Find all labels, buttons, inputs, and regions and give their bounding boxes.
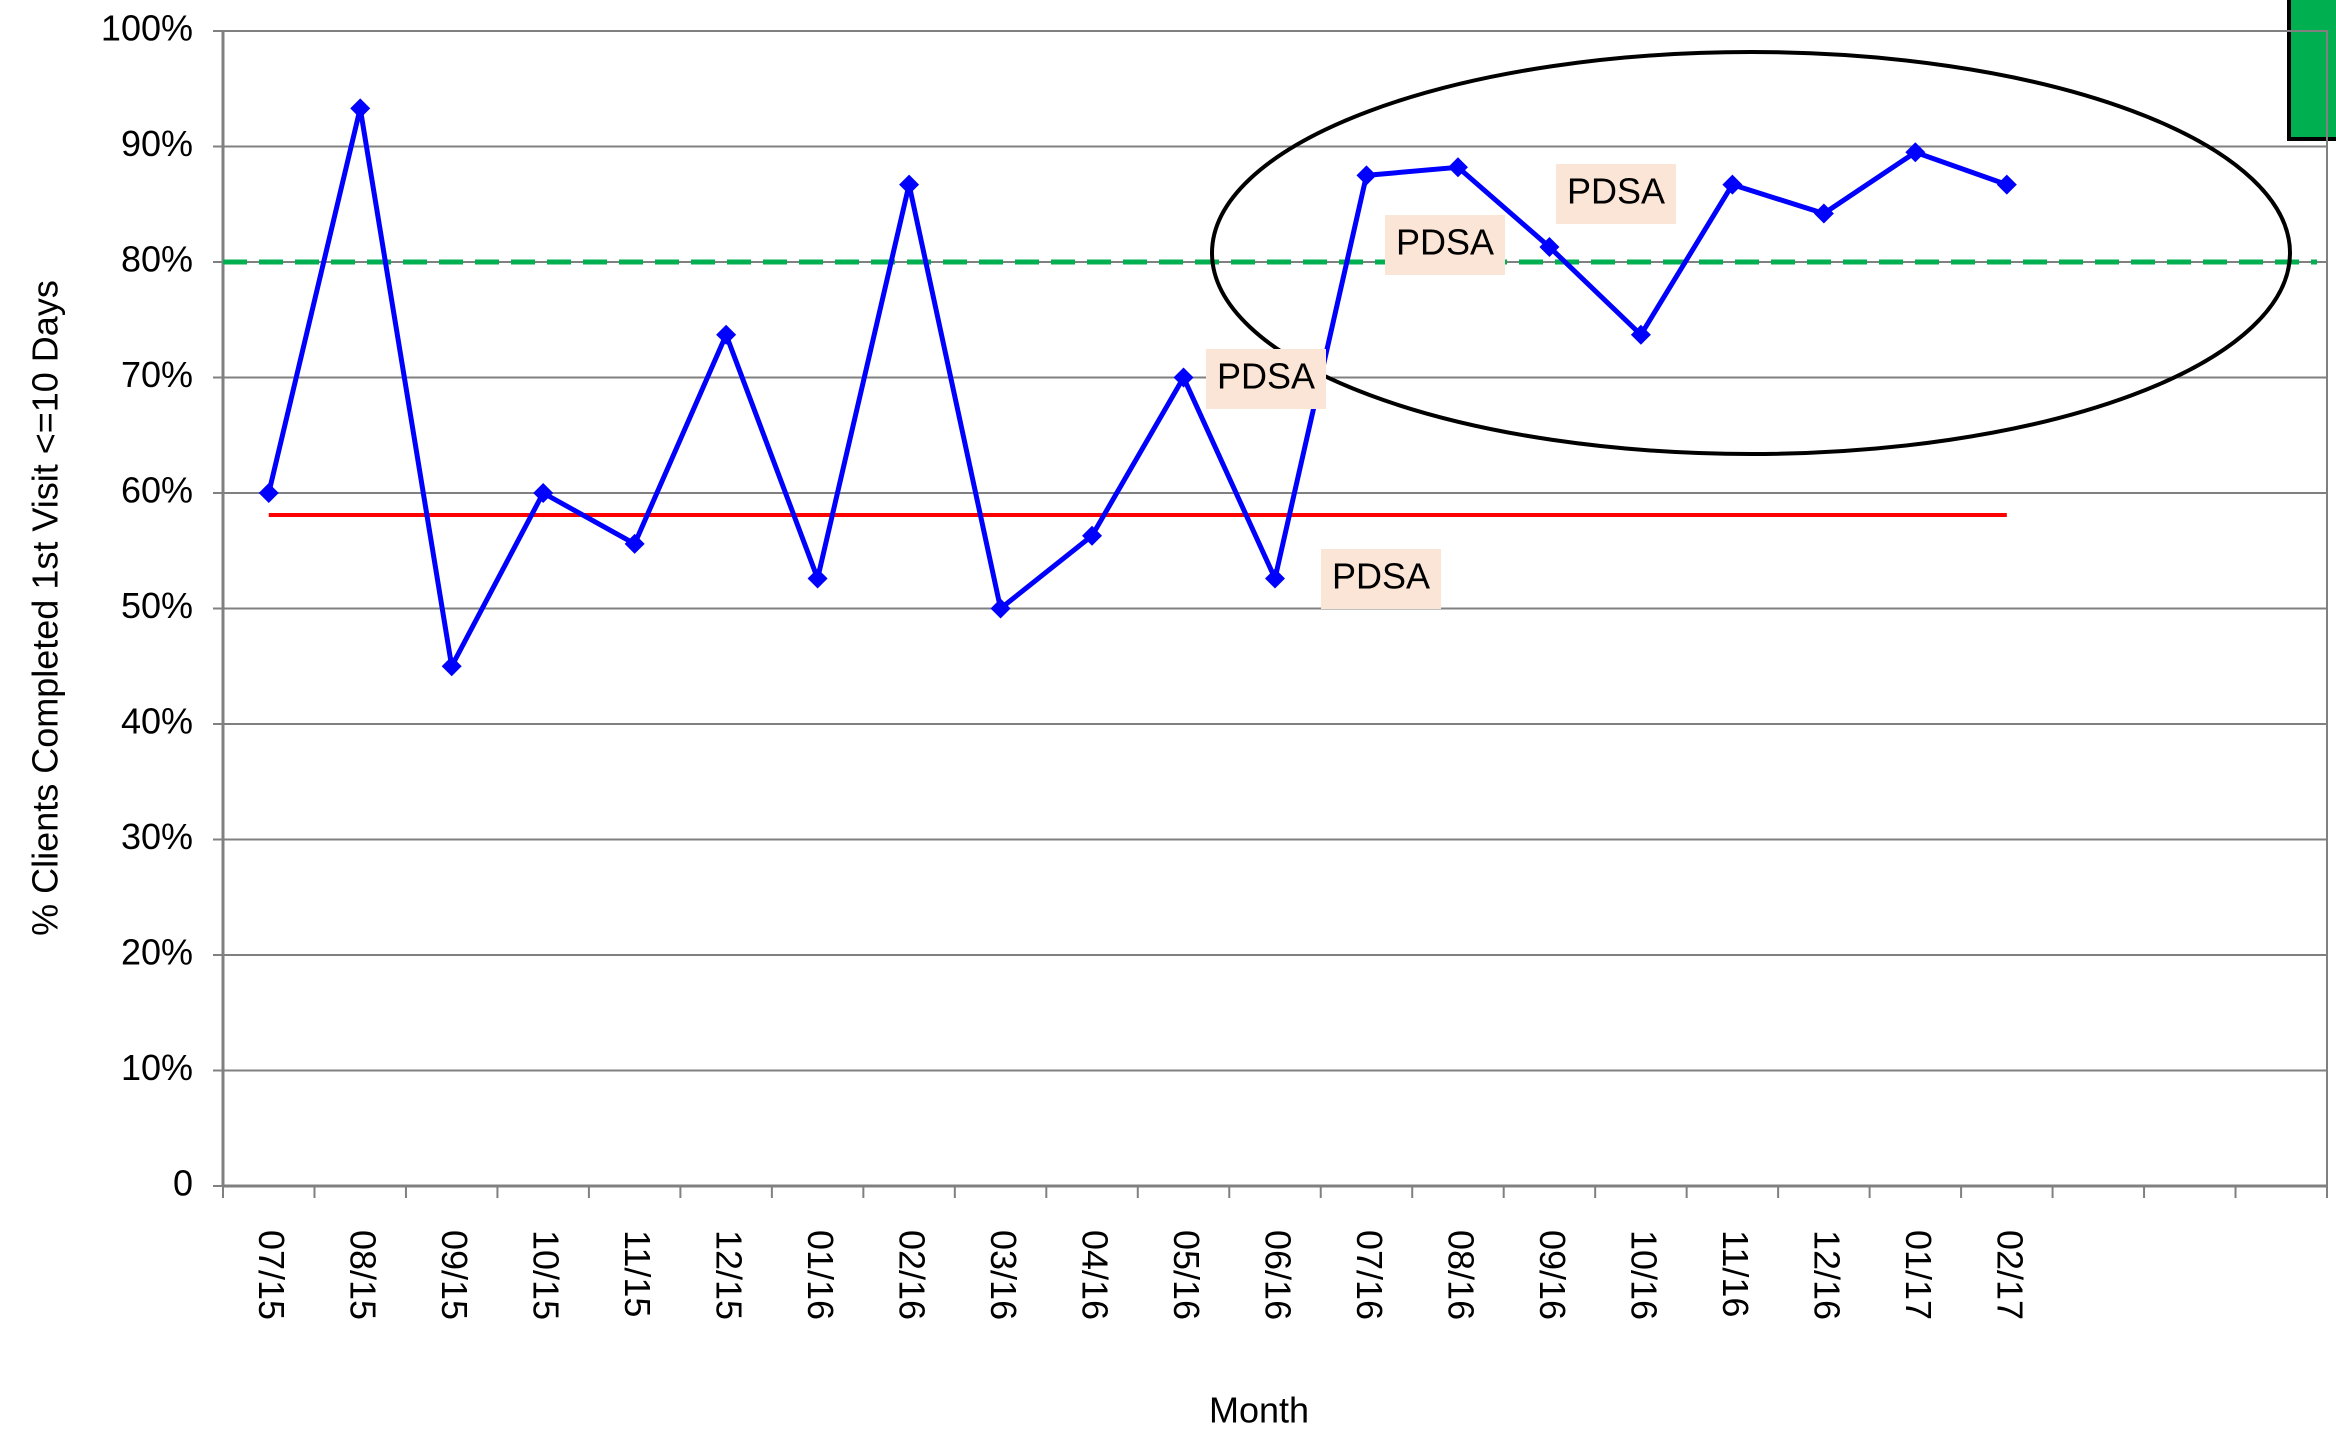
data-point — [1356, 165, 1377, 186]
x-tick-label: 01/17 — [1898, 1230, 1939, 1320]
y-tick-label: 60% — [121, 470, 193, 511]
x-tick-label: 03/16 — [983, 1230, 1024, 1320]
x-tick-label: 07/15 — [251, 1230, 292, 1320]
data-point — [533, 483, 554, 503]
y-tick-label: 70% — [121, 354, 193, 395]
data-point — [1539, 236, 1560, 257]
data-point — [258, 483, 279, 503]
x-tick-label: 05/16 — [1166, 1230, 1207, 1320]
y-tick-label: 0 — [173, 1163, 193, 1204]
data-point — [1082, 525, 1103, 546]
x-tick-label: 11/15 — [617, 1230, 658, 1317]
data-point — [1996, 174, 2017, 195]
y-tick-label: 20% — [121, 932, 193, 973]
highlight-ellipse — [1210, 50, 2292, 456]
x-tick-label: 08/16 — [1440, 1230, 1481, 1320]
data-point — [1813, 203, 1834, 224]
x-tick-label: 09/16 — [1532, 1230, 1573, 1320]
series-line — [266, 107, 2008, 674]
x-tick-label: 06/16 — [1257, 1230, 1298, 1320]
x-tick-label: 11/16 — [1715, 1230, 1756, 1317]
x-tick-label: 02/17 — [1989, 1230, 2030, 1320]
x-tick-label: 10/16 — [1623, 1230, 1664, 1320]
x-tick-label: 07/16 — [1349, 1230, 1390, 1320]
y-tick-label: 40% — [121, 701, 193, 742]
data-point — [1630, 324, 1651, 345]
y-tick-label: 10% — [121, 1047, 193, 1088]
y-tick-label: 90% — [121, 123, 193, 164]
data-point — [1173, 367, 1194, 388]
y-tick-label: 50% — [121, 585, 193, 626]
x-tick-label: 02/16 — [892, 1230, 933, 1320]
data-point — [350, 98, 371, 119]
annotation: PDSA — [1332, 556, 1430, 597]
data-point — [807, 568, 828, 589]
x-tick-label: 10/15 — [526, 1230, 567, 1320]
annotation-box — [1556, 164, 1676, 224]
annotation: PDSA — [1396, 222, 1494, 263]
annotation: PDSA — [1217, 356, 1315, 397]
x-axis-label: Month — [1209, 1390, 1309, 1431]
data-point — [990, 598, 1011, 619]
x-tick-label: 12/16 — [1806, 1230, 1847, 1320]
x-tick-label: 01/16 — [800, 1230, 841, 1320]
data-point — [1265, 568, 1285, 589]
annotation-box — [1321, 549, 1441, 609]
y-tick-label: 100% — [101, 8, 193, 49]
data-point — [441, 656, 462, 677]
x-tick-label: 09/15 — [434, 1230, 475, 1320]
data-point — [899, 174, 920, 195]
x-tick-label: 08/15 — [343, 1230, 384, 1320]
y-tick-label: 80% — [121, 239, 193, 280]
y-axis-label: % Clients Completed 1st Visit <=10 Days — [25, 280, 66, 936]
data-point — [1905, 142, 1926, 163]
annotation: PDSA — [1567, 171, 1665, 212]
x-tick-label: 12/15 — [709, 1230, 750, 1320]
data-point — [716, 324, 737, 345]
data-point — [1447, 157, 1468, 178]
data-point — [1722, 174, 1743, 195]
annotation-box — [1385, 215, 1505, 275]
y-tick-label: 30% — [121, 816, 193, 857]
legend-box — [2287, 0, 2336, 141]
data-point — [624, 533, 645, 554]
x-tick-label: 04/16 — [1075, 1230, 1116, 1320]
annotation-box — [1206, 349, 1326, 409]
